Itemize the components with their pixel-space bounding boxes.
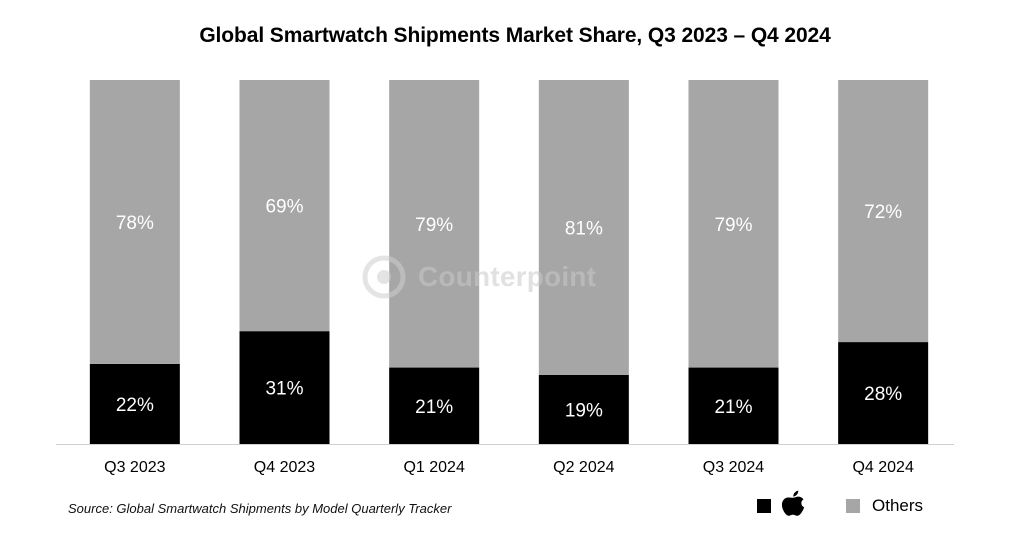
x-tick-label-3: Q1 2024 xyxy=(403,459,464,476)
chart-title: Global Smartwatch Shipments Market Share… xyxy=(199,24,831,47)
bar-others-4 xyxy=(538,80,629,375)
bar-others-6 xyxy=(838,80,929,343)
legend: Others xyxy=(755,487,1015,521)
apple-logo-icon xyxy=(781,490,805,516)
data-label-others-6: 72% xyxy=(864,202,902,223)
data-label-apple-4: 19% xyxy=(565,400,603,421)
bar-apple-3 xyxy=(389,367,480,444)
legend-others-label: Others xyxy=(872,496,924,515)
watermark-text: Counterpoint xyxy=(418,261,597,292)
bar-others-3 xyxy=(389,80,480,368)
bar-apple-1 xyxy=(89,363,180,444)
x-tick-label-2: Q4 2023 xyxy=(254,459,315,476)
data-label-apple-1: 22% xyxy=(116,395,154,416)
bar-others-1 xyxy=(89,80,180,364)
source-note: Source: Global Smartwatch Shipments by M… xyxy=(68,501,452,516)
bar-apple-4 xyxy=(538,374,629,444)
x-tick-label-5: Q3 2024 xyxy=(703,459,764,476)
legend-others-swatch xyxy=(846,499,860,513)
bar-apple-5 xyxy=(688,367,779,444)
data-label-others-2: 69% xyxy=(265,197,303,218)
data-label-apple-3: 21% xyxy=(415,397,453,418)
bar-apple-6 xyxy=(838,342,929,444)
data-label-others-1: 78% xyxy=(116,213,154,234)
counterpoint-logo-icon xyxy=(362,255,406,299)
bar-others-5 xyxy=(688,80,779,368)
data-label-apple-6: 28% xyxy=(864,384,902,405)
data-label-apple-2: 31% xyxy=(265,379,303,400)
x-tick-label-4: Q2 2024 xyxy=(553,459,614,476)
legend-apple-swatch xyxy=(757,499,771,513)
x-tick-label-6: Q4 2024 xyxy=(852,459,913,476)
data-label-others-5: 79% xyxy=(714,215,752,236)
data-label-apple-5: 21% xyxy=(714,397,752,418)
bar-apple-2 xyxy=(239,331,330,444)
watermark: Counterpoint xyxy=(362,255,632,303)
data-label-others-4: 81% xyxy=(565,218,603,239)
x-tick-label-1: Q3 2023 xyxy=(104,459,165,476)
bar-others-2 xyxy=(239,80,330,332)
data-label-others-3: 79% xyxy=(415,215,453,236)
